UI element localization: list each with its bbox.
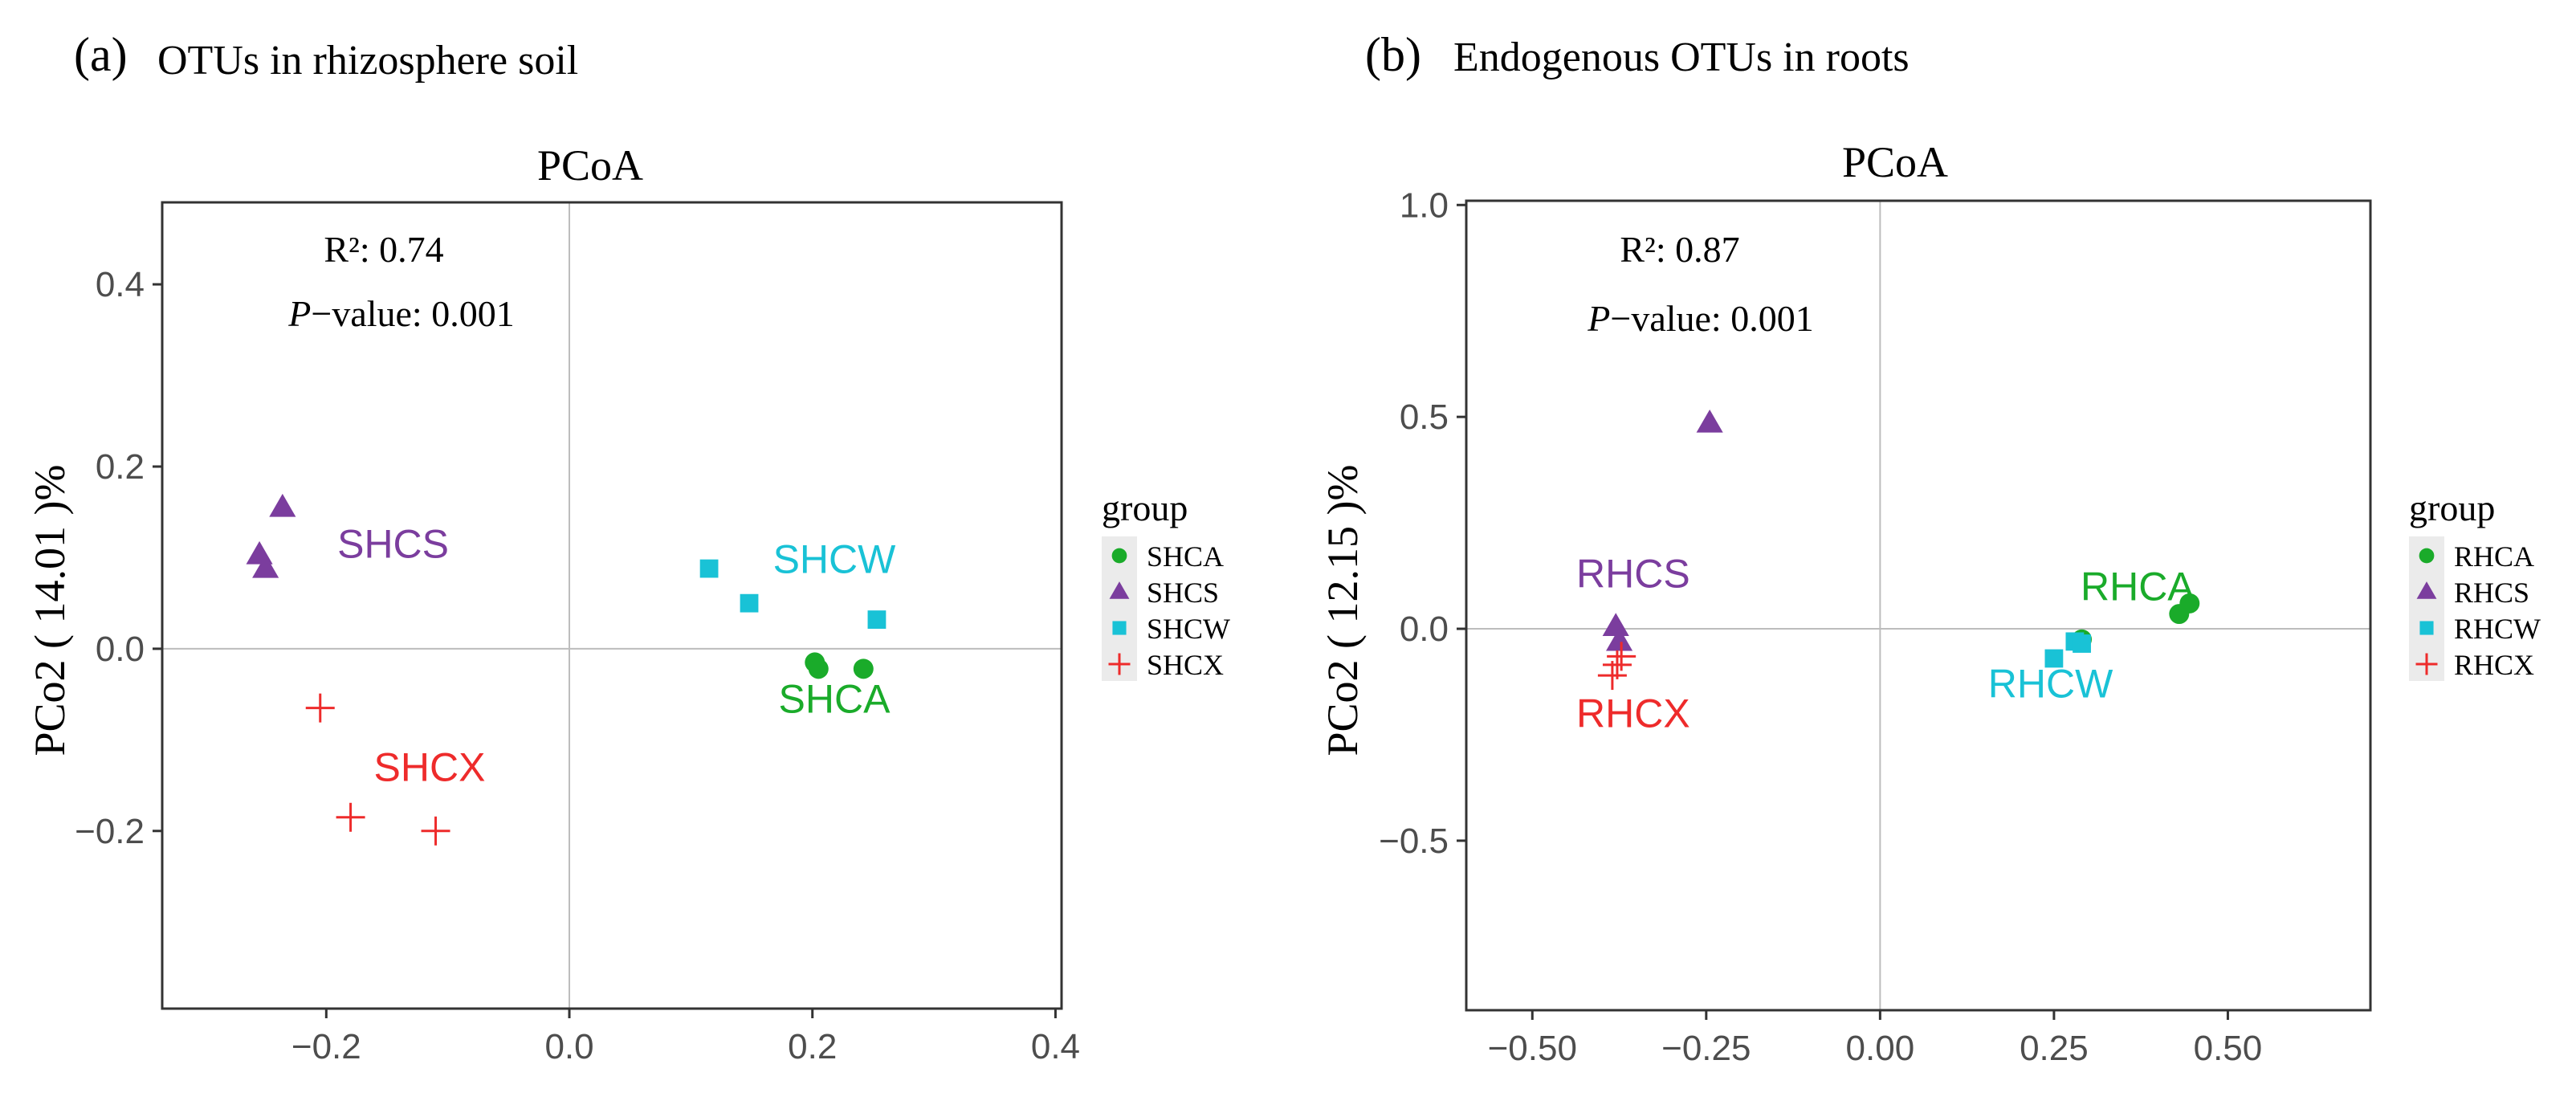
panel-a-point-shcx — [421, 816, 450, 846]
panel-a-point-shca — [808, 658, 829, 679]
panel-a-point-shcx — [305, 693, 335, 723]
panel-b-caption: Endogenous OTUs in roots — [1453, 35, 1910, 80]
panel-b-xtick-label: 0.50 — [2194, 1029, 2263, 1068]
panel-b-point-rhcs — [1602, 613, 1629, 636]
panel-b-ylabel: PCo2 ( 12.15 )% — [1319, 465, 1367, 756]
panel-b-group-label-rhca: RHCA — [2081, 564, 2195, 609]
panel-a-zero-lines — [162, 202, 1062, 1009]
panel-a-point-shcw — [867, 610, 887, 629]
panel-a-caption: OTUs in rhizosphere soil — [157, 38, 578, 84]
panel-a-legend-key-shcw — [1112, 621, 1127, 635]
panel-a-xtick-label: −0.2 — [291, 1027, 361, 1066]
panel-a-point-shca — [853, 658, 874, 679]
panel-a-ytick-label: −0.2 — [75, 812, 145, 851]
panel-b-label: (b) — [1365, 28, 1421, 81]
panel-a-point-shcs — [269, 493, 296, 517]
panel-b-legend: group RHCA RHCS RHCW RHCX — [2409, 487, 2541, 681]
panel-b-point-rhca — [2179, 593, 2200, 614]
panel-b-legend-key-rhcs — [2416, 581, 2437, 599]
panel-b-group-label-rhcs: RHCS — [1576, 551, 1690, 596]
panel-a-pvalue: P−value: 0.001 — [287, 293, 514, 334]
panel-b-xtick-label: −0.25 — [1661, 1029, 1751, 1068]
panel-b-ticks: −0.50 −0.25 0.00 0.25 0.50 −0.5 0.0 0.5 1.0 — [1379, 186, 2262, 1068]
panel-a-ticks: −0.2 0.0 0.2 0.4 −0.2 0.0 0.2 0.4 — [75, 265, 1080, 1066]
panel-b-legend-label-rhcx: RHCX — [2454, 649, 2534, 681]
panel-b-r2: R²: 0.87 — [1620, 229, 1739, 270]
panel-b-xtick-label: −0.50 — [1488, 1029, 1577, 1068]
panel-b-point-rhcs — [1696, 409, 1723, 433]
panel-a-ytick-label: 0.0 — [96, 630, 145, 669]
panel-a-ylabel: PCo2 ( 14.01 )% — [26, 465, 74, 756]
panel-b-xtick-label: 0.25 — [2020, 1029, 2089, 1068]
panel-b-pvalue: P−value: 0.001 — [1587, 298, 1813, 339]
panel-b: (b) Endogenous OTUs in roots PCoA −0.50−… — [1319, 28, 2541, 1068]
panel-a-group-labels: SHCA SHCS SHCW SHCX — [337, 521, 896, 789]
panel-b-points — [1597, 409, 2200, 691]
panel-a-xtick-label: 0.0 — [544, 1027, 593, 1066]
panel-a-plot-border — [161, 201, 1063, 1010]
panel-b-legend-label-rhca: RHCA — [2454, 540, 2534, 573]
panel-a: (a) OTUs in rhizosphere soil PCoA −0.2 0.… — [26, 28, 1230, 1066]
panel-b-group-label-rhcw: RHCW — [1988, 662, 2113, 707]
panel-a-xtick-label: 0.2 — [788, 1027, 837, 1066]
panel-a-legend-key-shcs — [1109, 581, 1130, 599]
panel-a-label: (a) — [74, 28, 128, 81]
panel-a-r2: R²: 0.74 — [324, 229, 443, 270]
panel-a-xtick-label: 0.4 — [1031, 1027, 1080, 1066]
panel-a-point-shcx — [336, 802, 365, 832]
panel-b-p-rest: −value: 0.001 — [1610, 298, 1813, 339]
panel-a-group-label-shcx: SHCX — [374, 744, 486, 789]
panel-a-p-prefix: P — [287, 293, 311, 334]
panel-b-point-rhcs — [1605, 627, 1633, 651]
panel-a-legend-key-shcx — [1108, 653, 1131, 675]
panel-b-ytick-label: −0.5 — [1379, 822, 1449, 861]
panel-a-group-label-shcs: SHCS — [337, 521, 449, 566]
panel-b-p-prefix: P — [1587, 298, 1610, 339]
panel-b-ytick-label: 0.5 — [1400, 398, 1449, 437]
panel-a-legend-label-shcw: SHCW — [1147, 613, 1230, 645]
panel-a-p-rest: −value: 0.001 — [311, 293, 514, 334]
panel-b-point-rhcw — [2073, 634, 2091, 653]
panel-b-title: PCoA — [1842, 138, 1948, 186]
panel-b-legend-key-rhcw — [2419, 621, 2434, 635]
panel-a-points — [246, 493, 887, 846]
panel-b-legend-label-rhcs: RHCS — [2454, 577, 2529, 609]
panel-a-point-shcs — [252, 554, 279, 578]
panel-a-legend-label-shcx: SHCX — [1147, 649, 1224, 681]
panel-a-legend-key-shca — [1111, 548, 1127, 564]
panel-b-ytick-label: 0.0 — [1400, 610, 1449, 649]
panel-b-ytick-label: 1.0 — [1400, 186, 1449, 225]
panel-a-point-shcw — [699, 559, 719, 578]
panel-a-ytick-label: 0.2 — [96, 447, 145, 487]
panel-a-point-shcw — [740, 593, 759, 613]
panel-a-title: PCoA — [537, 141, 643, 190]
panel-a-group-label-shca: SHCA — [779, 676, 891, 721]
panel-b-plot-border — [1465, 199, 2372, 1012]
panel-a-legend-label-shcs: SHCS — [1147, 577, 1219, 609]
panel-b-legend-title: group — [2409, 487, 2495, 528]
panel-a-legend: group SHCA SHCS SHCW SHCX — [1102, 487, 1230, 681]
panel-b-point-rhcw — [2044, 649, 2064, 668]
panel-a-legend-title: group — [1102, 487, 1188, 528]
panel-a-ytick-label: 0.4 — [96, 265, 145, 304]
panel-b-legend-key-rhca — [2419, 548, 2435, 564]
panel-b-xtick-label: 0.00 — [1846, 1029, 1915, 1068]
panel-a-legend-label-shca: SHCA — [1147, 540, 1224, 573]
panel-b-legend-key-rhcx — [2415, 653, 2438, 675]
panel-b-legend-label-rhcw: RHCW — [2454, 613, 2541, 645]
panel-b-group-label-rhcx: RHCX — [1576, 691, 1690, 736]
panel-b-point-rhcx — [1607, 642, 1636, 671]
panel-a-group-label-shcw: SHCW — [773, 537, 897, 582]
panel-b-group-labels: RHCA RHCS RHCW RHCX — [1576, 551, 2195, 736]
